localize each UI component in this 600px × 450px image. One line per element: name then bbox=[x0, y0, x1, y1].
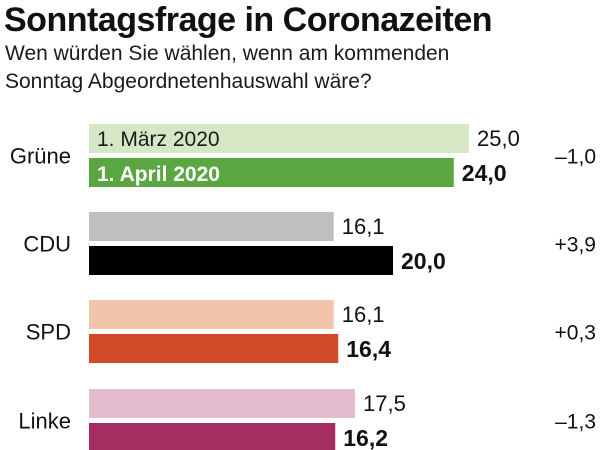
bar-march-linke bbox=[89, 389, 355, 418]
bar-march-grne bbox=[89, 124, 469, 153]
value-label-april-linke: 16,2 bbox=[343, 425, 388, 450]
bar-march-spd bbox=[89, 300, 334, 329]
bar-april-spd bbox=[89, 334, 339, 363]
bar-march-cdu bbox=[89, 212, 334, 241]
bar-april-cdu bbox=[89, 246, 393, 275]
category-label-grne: Grüne bbox=[10, 144, 71, 169]
change-label-spd: +0,3 bbox=[555, 322, 596, 345]
legend-label-march: 1. März 2020 bbox=[97, 128, 220, 151]
value-label-april-grne: 24,0 bbox=[462, 160, 507, 186]
value-label-march-linke: 17,5 bbox=[363, 391, 406, 416]
value-label-march-spd: 16,1 bbox=[342, 302, 385, 327]
category-label-cdu: CDU bbox=[23, 232, 71, 257]
bar-april-linke bbox=[89, 423, 336, 450]
category-label-linke: Linke bbox=[18, 409, 71, 434]
category-label-spd: SPD bbox=[26, 320, 71, 345]
value-label-april-spd: 16,4 bbox=[346, 336, 391, 362]
change-label-grne: –1,0 bbox=[555, 146, 596, 169]
value-label-march-cdu: 16,1 bbox=[342, 214, 385, 239]
chart-subtitle: Wen würden Sie wählen, wenn am kommenden… bbox=[5, 40, 449, 96]
value-label-april-cdu: 20,0 bbox=[401, 248, 446, 274]
chart-title: Sonntagsfrage in Coronazeiten bbox=[4, 1, 493, 39]
value-label-march-grne: 25,0 bbox=[477, 126, 520, 151]
legend-label-april: 1. April 2020 bbox=[97, 163, 220, 186]
change-label-linke: –1,3 bbox=[555, 411, 596, 434]
bar-april-grne bbox=[89, 158, 454, 187]
change-label-cdu: +3,9 bbox=[555, 234, 596, 257]
subtitle-line-2: Sonntag Abgeordnetenhauswahl wäre? bbox=[5, 70, 372, 93]
subtitle-line-1: Wen würden Sie wählen, wenn am kommenden bbox=[5, 42, 450, 65]
